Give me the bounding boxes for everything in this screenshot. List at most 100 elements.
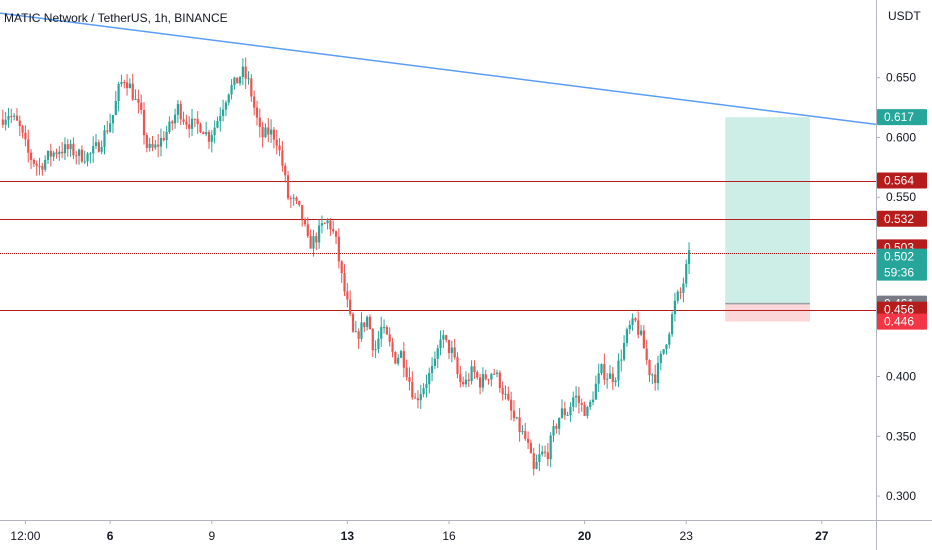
candle-body — [495, 372, 499, 374]
price-tick-label: 0.400 — [886, 370, 916, 384]
candle-body — [253, 96, 256, 108]
candle-body — [470, 366, 473, 382]
candle-body — [594, 383, 597, 400]
candle-body — [272, 129, 276, 140]
candle-body — [552, 426, 555, 436]
candle-body — [399, 351, 403, 358]
candle-body — [145, 135, 148, 148]
time-tick-label: 6 — [107, 529, 114, 543]
candle-body — [608, 373, 612, 379]
candle-body — [380, 327, 383, 339]
candle-body — [651, 374, 654, 376]
candle-body — [320, 223, 324, 226]
candle-body — [111, 115, 115, 124]
price-axis[interactable]: 0.650 0.600 0.550 0.400 0.350 0.300 0.617 0.564… — [876, 0, 927, 550]
candle-body — [323, 223, 326, 225]
time-axis[interactable]: 12:00 6 9 13 16 20 23 27 — [0, 520, 932, 543]
candle-body — [546, 452, 549, 460]
candle-body — [35, 163, 38, 166]
candle-body — [97, 142, 100, 152]
candle-body — [682, 283, 685, 293]
candle-body — [303, 219, 307, 225]
candle-body — [620, 359, 623, 361]
candle-body — [131, 83, 134, 100]
candle-body — [52, 152, 55, 157]
plot-area[interactable] — [0, 12, 877, 476]
candle-body — [642, 330, 645, 349]
candle-body — [397, 357, 400, 364]
candle-body — [481, 374, 485, 388]
candle-body — [529, 442, 533, 454]
time-tick-label: 16 — [442, 529, 456, 543]
candle-body — [230, 85, 233, 95]
candle-body — [286, 175, 290, 199]
stop-loss-zone — [725, 303, 810, 322]
candle-body — [473, 366, 476, 373]
candle-body — [603, 364, 606, 380]
candle-body — [371, 329, 374, 351]
candle-body — [157, 144, 160, 147]
candle-body — [388, 334, 391, 342]
candle-body — [498, 372, 501, 388]
candle-body — [572, 397, 575, 407]
candle-body — [171, 121, 174, 124]
time-tick-label: 12:00 — [10, 529, 40, 543]
candle-body — [117, 83, 120, 101]
candle-body — [402, 351, 405, 368]
candle-body — [558, 417, 561, 429]
candle-body — [428, 372, 431, 385]
candle-body — [478, 377, 482, 388]
candle-body — [241, 66, 244, 77]
candle-body — [591, 399, 595, 403]
candle-body — [526, 438, 530, 443]
candle-body — [21, 126, 24, 133]
candle-body — [142, 110, 146, 136]
candle-body — [433, 358, 436, 366]
time-tick-label: 27 — [815, 529, 829, 543]
candle-body — [453, 347, 456, 358]
candle-body — [518, 417, 521, 433]
candle-body — [543, 451, 547, 453]
candle-body — [134, 98, 137, 100]
candle-body — [154, 144, 157, 148]
candle-body — [487, 379, 490, 381]
candle-body — [75, 155, 78, 157]
candle-body — [103, 130, 106, 148]
candle-body — [580, 402, 583, 405]
candle-body — [346, 291, 349, 300]
candle-body — [44, 159, 47, 170]
candle-body — [89, 153, 92, 155]
candle-body — [72, 143, 75, 156]
candle-body — [583, 404, 586, 416]
candle-body — [289, 198, 292, 200]
candle-body — [586, 407, 589, 416]
candle-body — [464, 379, 468, 385]
candle-body — [4, 119, 7, 125]
candle-body — [671, 314, 674, 335]
candle-body — [467, 379, 470, 382]
candle-body — [501, 387, 504, 395]
candle-body — [77, 149, 81, 156]
price-badge: 0.564 — [877, 172, 927, 189]
candle-body — [357, 331, 360, 339]
candle-body — [414, 397, 417, 399]
candle-body — [29, 152, 33, 160]
price-badge: 0.617 — [877, 109, 927, 126]
candle-body — [555, 426, 558, 429]
candle-body — [541, 451, 544, 455]
time-tick-label: 13 — [341, 529, 355, 543]
candle-body — [368, 316, 372, 330]
candle-body — [340, 261, 343, 274]
price-badge-bg — [877, 313, 927, 330]
candle-body — [639, 330, 643, 335]
candle-body — [261, 126, 264, 138]
time-tick-label: 23 — [680, 529, 694, 543]
candle-body — [512, 410, 516, 419]
candle-body — [188, 124, 191, 129]
candle-body — [377, 338, 380, 350]
candle-body — [244, 66, 247, 79]
candle-body — [676, 291, 679, 301]
candle-body — [354, 331, 357, 333]
candle-body — [665, 344, 668, 350]
